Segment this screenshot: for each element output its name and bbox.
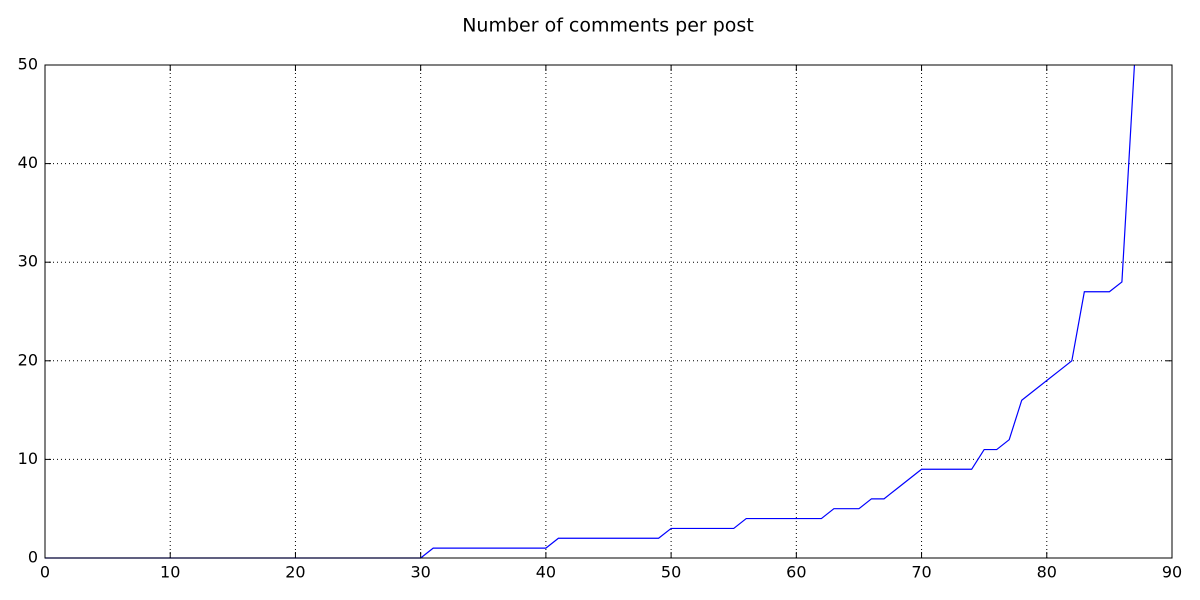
y-tick-label: 50 xyxy=(18,55,38,74)
x-tick-label: 70 xyxy=(911,563,931,582)
plot-frame xyxy=(44,64,1173,559)
x-tick-label: 20 xyxy=(285,563,305,582)
x-tick-label: 60 xyxy=(786,563,806,582)
x-tick-label: 0 xyxy=(40,563,50,582)
y-tick-label: 30 xyxy=(18,252,38,271)
y-tick-label: 10 xyxy=(18,449,38,468)
data-line xyxy=(45,64,1136,559)
x-tick-label: 50 xyxy=(661,563,681,582)
chart-title: Number of comments per post xyxy=(462,15,754,37)
x-tick-label: 80 xyxy=(1037,563,1057,582)
y-tick-label: 40 xyxy=(18,153,38,172)
x-tick-label: 10 xyxy=(160,563,180,582)
y-tick-label: 20 xyxy=(18,350,38,369)
x-tick-label: 30 xyxy=(410,563,430,582)
x-tick-label: 40 xyxy=(536,563,556,582)
y-tick-label: 0 xyxy=(28,548,38,567)
x-tick-label: 90 xyxy=(1162,563,1182,582)
